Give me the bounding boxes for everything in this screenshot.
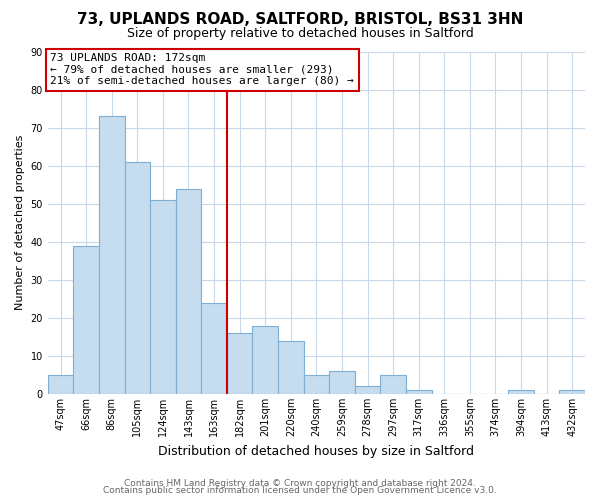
Bar: [304, 375, 329, 394]
Text: 73, UPLANDS ROAD, SALTFORD, BRISTOL, BS31 3HN: 73, UPLANDS ROAD, SALTFORD, BRISTOL, BS3…: [77, 12, 523, 28]
Bar: [227, 333, 253, 394]
Text: 73 UPLANDS ROAD: 172sqm
← 79% of detached houses are smaller (293)
21% of semi-d: 73 UPLANDS ROAD: 172sqm ← 79% of detache…: [50, 53, 354, 86]
Bar: [150, 200, 176, 394]
Bar: [201, 302, 227, 394]
Y-axis label: Number of detached properties: Number of detached properties: [15, 135, 25, 310]
Bar: [329, 371, 355, 394]
Bar: [559, 390, 585, 394]
Bar: [176, 188, 201, 394]
Text: Size of property relative to detached houses in Saltford: Size of property relative to detached ho…: [127, 28, 473, 40]
Bar: [125, 162, 150, 394]
Text: Contains public sector information licensed under the Open Government Licence v3: Contains public sector information licen…: [103, 486, 497, 495]
Bar: [406, 390, 431, 394]
Bar: [508, 390, 534, 394]
Bar: [73, 246, 99, 394]
Text: Contains HM Land Registry data © Crown copyright and database right 2024.: Contains HM Land Registry data © Crown c…: [124, 478, 476, 488]
Bar: [380, 375, 406, 394]
Bar: [355, 386, 380, 394]
X-axis label: Distribution of detached houses by size in Saltford: Distribution of detached houses by size …: [158, 444, 475, 458]
Bar: [99, 116, 125, 394]
Bar: [278, 340, 304, 394]
Bar: [253, 326, 278, 394]
Bar: [48, 375, 73, 394]
